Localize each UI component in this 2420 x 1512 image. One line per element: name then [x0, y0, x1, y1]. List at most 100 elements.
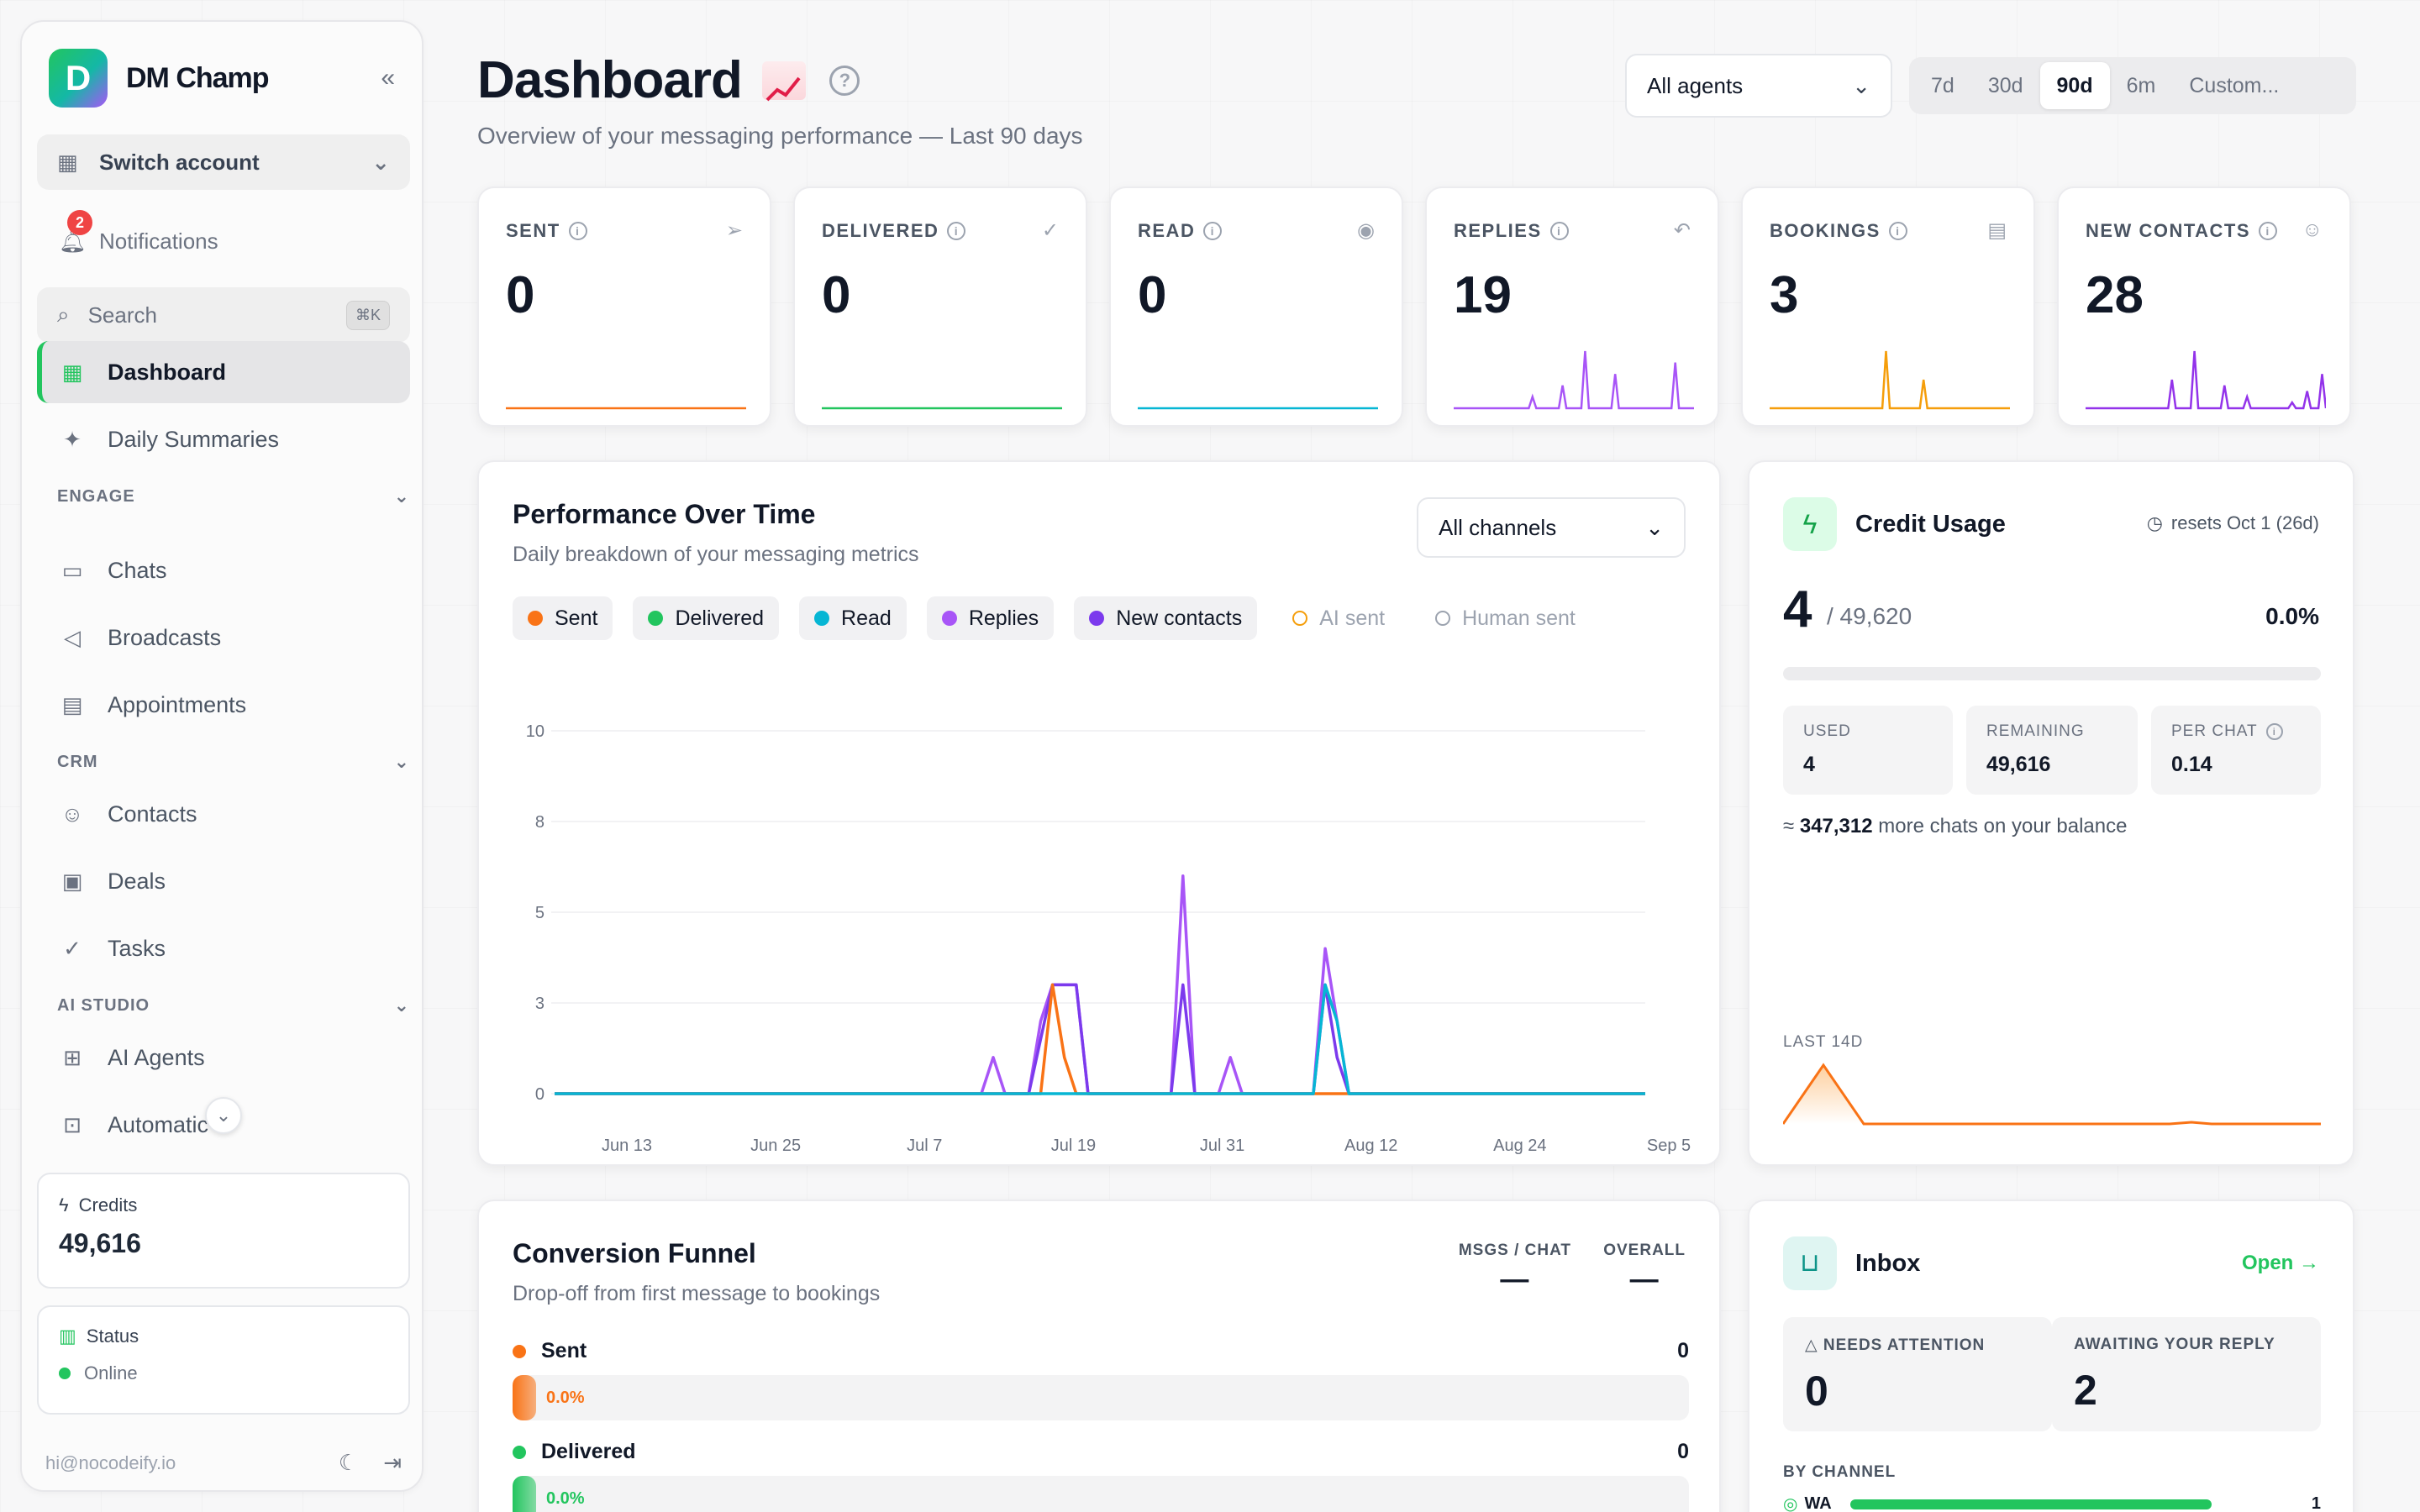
info-icon[interactable]: i [568, 222, 587, 240]
chart-legend: Sent Delivered Read Replies New contacts AI s… [513, 596, 1591, 640]
stat-sparkline [1454, 350, 1694, 410]
range-30d[interactable]: 30d [1987, 73, 2023, 97]
legend-ai-sent[interactable]: AI sent [1277, 596, 1400, 640]
sidebar: DM Champ « ▦ Switch account ⌄ 🔔︎2 Notifi… [20, 20, 424, 1492]
stat-label: READ i [1138, 220, 1223, 242]
channel-select[interactable]: All channels ⌄ [1417, 497, 1686, 558]
nav-appointments[interactable]: ▤ Appointments [37, 674, 410, 736]
x-tick-label: Aug 12 [1344, 1137, 1397, 1155]
nav-tasks[interactable]: ✓ Tasks [37, 917, 410, 979]
search-input[interactable]: ⌕ Search ⌘K [37, 287, 410, 343]
stat-value: 19 [1454, 266, 1512, 324]
section-crm[interactable]: CRM ⌄ [57, 751, 410, 773]
range-7d[interactable]: 7d [1931, 73, 1954, 97]
collapse-sidebar-icon[interactable]: « [381, 64, 395, 92]
scroll-down-button[interactable]: ⌄ [205, 1097, 242, 1134]
credit-spark-line [1783, 1063, 2321, 1126]
info-icon[interactable]: i [1888, 222, 1907, 240]
stat-sparkline [1138, 407, 1378, 410]
check-circle-icon: ✓ [1041, 219, 1059, 242]
x-tick-label: Jun 13 [602, 1137, 652, 1155]
awaiting-reply-box[interactable]: AWAITING YOUR REPLY 2 [2052, 1317, 2321, 1431]
credits-label: Credits [78, 1194, 138, 1215]
info-icon[interactable]: i [2259, 222, 2278, 240]
credit-sparkline [1783, 1063, 2321, 1126]
series-line-new-contacts [555, 983, 1645, 1095]
nav-chats[interactable]: ▭ Chats [37, 539, 410, 601]
nav-dashboard[interactable]: ▦ Dashboard [37, 341, 410, 403]
agent-select[interactable]: All agents ⌄ [1625, 54, 1892, 118]
credits-value: 49,616 [59, 1228, 141, 1258]
needs-attention-label: NEEDS ATTENTION [1823, 1336, 1986, 1354]
legend-delivered[interactable]: Delivered [633, 596, 780, 640]
funnel-bar [513, 1375, 536, 1420]
legend-human-sent[interactable]: Human sent [1420, 596, 1591, 640]
chip-icon: ⊞ [63, 1044, 82, 1070]
credit-reset: ◷ resets Oct 1 (26d) [2147, 512, 2319, 534]
section-engage[interactable]: ENGAGE ⌄ [57, 486, 410, 507]
stat-card-replies: REPLIES i ↶ 19 [1425, 186, 1719, 427]
help-icon[interactable]: ? [829, 65, 860, 96]
notifications-link[interactable]: 🔔︎ 2 Notifications [59, 210, 218, 255]
needs-attention-box[interactable]: △ NEEDS ATTENTION 0 [1783, 1317, 2052, 1431]
users-icon: ☺ [2302, 218, 2323, 241]
legend-read[interactable]: Read [799, 596, 907, 640]
nav-deals[interactable]: ▣ Deals [37, 850, 410, 912]
agent-select-value: All agents [1647, 72, 1744, 98]
nav-contacts[interactable]: ☺ Contacts [37, 783, 410, 845]
page-title-text: Dashboard [477, 51, 743, 109]
funnel-title: Conversion Funnel [513, 1238, 756, 1268]
nav-chats-label: Chats [108, 557, 167, 583]
info-icon[interactable]: i [2265, 723, 2283, 740]
clock-icon: ◷ [2146, 512, 2163, 533]
info-icon[interactable]: i [1549, 222, 1569, 240]
reply-icon: ↶ [1673, 219, 1691, 242]
channel-wa-bar [1849, 1499, 2212, 1509]
credit-usage-card: ϟ Credit Usage ◷ resets Oct 1 (26d) 4 / … [1748, 460, 2354, 1166]
funnel-row-count: 0 [1677, 1339, 1689, 1362]
briefcase-icon: ▣ [61, 868, 83, 894]
chat-icon: ▭ [61, 557, 83, 583]
section-ai-studio-label: AI STUDIO [57, 995, 150, 1015]
date-range-tabs: 7d 30d 90d 6m Custom... [1909, 57, 2356, 114]
funnel-col2-label: OVERALL [1603, 1242, 1686, 1259]
legend-swatch [1292, 611, 1308, 626]
x-tick-label: Aug 24 [1493, 1137, 1546, 1155]
megaphone-icon: ◁ [64, 624, 81, 650]
stat-value: 3 [1770, 266, 1799, 324]
bolt-icon: ϟ [59, 1194, 69, 1215]
legend-new-contacts[interactable]: New contacts [1074, 596, 1258, 640]
nav-automations[interactable]: ⊡ Automatic [37, 1094, 410, 1156]
info-icon[interactable]: i [947, 222, 966, 240]
range-90d[interactable]: 90d [2039, 62, 2110, 109]
legend-sent[interactable]: Sent [513, 596, 613, 640]
nav-deals-label: Deals [108, 868, 166, 894]
funnel-col-overall: OVERALL — [1603, 1242, 1686, 1296]
info-icon[interactable]: i [1203, 222, 1223, 240]
brand-logo[interactable] [49, 49, 108, 108]
nav-ai-agents[interactable]: ⊞ AI Agents [37, 1026, 410, 1089]
notifications-label: Notifications [99, 228, 218, 254]
search-placeholder: Search [87, 302, 157, 328]
switch-account-button[interactable]: ▦ Switch account ⌄ [37, 134, 410, 190]
funnel-track: 0.0% [513, 1375, 1689, 1420]
nav-daily-summaries[interactable]: ✦ Daily Summaries [37, 408, 410, 470]
logout-icon[interactable]: ⇥ [383, 1450, 402, 1475]
credits-widget[interactable]: ϟ Credits 49,616 [37, 1173, 410, 1289]
calendar-icon: ▤ [1987, 219, 2007, 242]
section-ai-studio[interactable]: AI STUDIO ⌄ [57, 995, 410, 1016]
calendar-icon: ▤ [61, 691, 83, 717]
moon-icon[interactable]: ☾ [338, 1450, 359, 1475]
legend-replies[interactable]: Replies [926, 596, 1055, 640]
credit-used-box: USED 4 [1783, 706, 1953, 795]
funnel-bar [513, 1476, 536, 1512]
status-widget: ▥ Status Online [37, 1305, 410, 1415]
range-custom[interactable]: Custom... [2189, 73, 2280, 97]
funnel-row-percent: 0.0% [546, 1489, 585, 1508]
nav-broadcasts[interactable]: ◁ Broadcasts [37, 606, 410, 669]
inbox-open-link[interactable]: Open → [2241, 1252, 2319, 1274]
channel-select-value: All channels [1439, 514, 1557, 540]
range-6m[interactable]: 6m [2126, 73, 2156, 97]
users-icon: ☺ [60, 801, 84, 827]
building-icon: ▦ [57, 149, 78, 175]
